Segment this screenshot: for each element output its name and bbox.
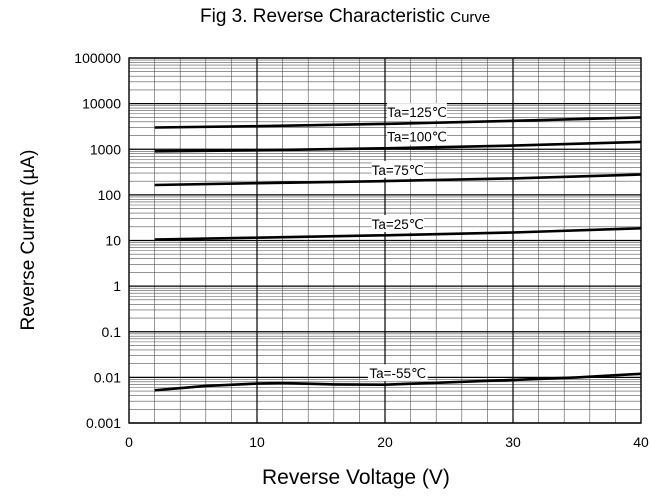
x-tick-label: 30 bbox=[505, 434, 521, 450]
y-tick-label: 10 bbox=[105, 233, 121, 249]
x-tick-label: 40 bbox=[633, 434, 649, 450]
chart-title: Fig 3. Reverse Characteristic Curve bbox=[200, 6, 620, 28]
series-label: Ta=25℃ bbox=[372, 217, 424, 232]
chart-title-main: Fig 3. Reverse Characteristic bbox=[200, 6, 445, 27]
series-label: Ta=100℃ bbox=[387, 130, 447, 145]
axis-ticks: 0.001 0.01 0.1 1 10 100 1000 10000 100000 0 10 20 30… bbox=[74, 50, 649, 450]
series-label: Ta=-55℃ bbox=[369, 366, 426, 381]
x-axis-label: Reverse Voltage (V) bbox=[262, 466, 450, 489]
chart-title-suffix: Curve bbox=[450, 9, 491, 26]
series-lines bbox=[154, 116, 642, 392]
x-tick-label: 10 bbox=[249, 434, 265, 450]
y-tick-label: 0.01 bbox=[94, 369, 121, 385]
series-line bbox=[154, 140, 642, 153]
x-tick-label: 0 bbox=[125, 434, 133, 450]
plot-frame bbox=[128, 57, 642, 424]
y-tick-label: 100 bbox=[98, 187, 122, 203]
series-label-bg bbox=[371, 215, 424, 233]
y-tick-label: 1 bbox=[113, 278, 121, 294]
series-label-bg bbox=[367, 364, 428, 382]
series-line bbox=[154, 173, 642, 187]
y-tick-label: 0.001 bbox=[86, 415, 121, 431]
series-label-bg bbox=[387, 103, 447, 121]
y-tick-label: 10000 bbox=[82, 96, 121, 112]
series-line bbox=[154, 372, 642, 392]
y-tick-label: 100000 bbox=[74, 50, 121, 66]
y-axis-label: Reverse Current (µA) bbox=[18, 149, 39, 331]
series-line bbox=[154, 227, 642, 241]
series-line bbox=[154, 116, 642, 129]
series-labels: Ta=125℃ Ta=100℃ Ta=75℃ Ta=25℃ Ta=-55℃ bbox=[367, 103, 447, 382]
y-tick-label: 0.1 bbox=[102, 324, 122, 340]
series-label-bg bbox=[387, 127, 447, 145]
series-label: Ta=125℃ bbox=[387, 105, 447, 120]
x-tick-label: 20 bbox=[377, 434, 393, 450]
series-label-bg bbox=[371, 160, 424, 178]
y-tick-label: 1000 bbox=[90, 141, 121, 157]
series-label: Ta=75℃ bbox=[372, 163, 424, 178]
